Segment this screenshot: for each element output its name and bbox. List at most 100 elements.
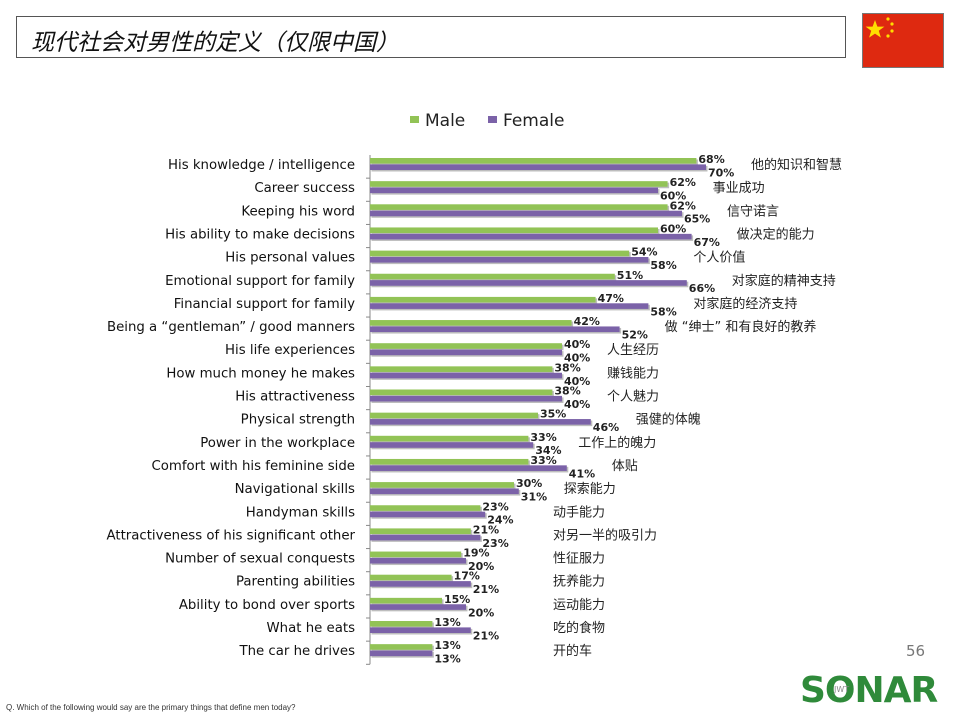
category-label-zh: 探索能力 xyxy=(564,482,616,497)
bar-female xyxy=(370,210,682,217)
bar-male xyxy=(370,597,442,604)
bar-male xyxy=(370,366,553,372)
logo-sub: JWT xyxy=(833,685,849,694)
bar-female xyxy=(370,650,433,657)
bar-male xyxy=(370,644,433,650)
category-label-zh: 人生经历 xyxy=(607,343,659,358)
data-label-female: 24% xyxy=(487,514,513,527)
bar-female xyxy=(370,627,471,633)
category-label-zh: 个人价值 xyxy=(693,250,745,266)
data-label-female: 46% xyxy=(593,421,619,434)
data-label-male: 60% xyxy=(660,222,686,235)
category-label-zh: 他的知识和智慧 xyxy=(751,157,842,173)
category-label-zh: 个人魅力 xyxy=(607,390,659,405)
data-label-male: 17% xyxy=(454,570,480,583)
data-label-female: 40% xyxy=(564,352,590,365)
data-label-male: 62% xyxy=(670,176,696,189)
data-label-male: 38% xyxy=(554,385,580,398)
data-label-male: 13% xyxy=(434,639,460,652)
category-label-zh: 性征服力 xyxy=(553,552,605,567)
data-label-male: 51% xyxy=(617,269,643,282)
category-label-zh: 体贴 xyxy=(612,459,638,474)
bar-male xyxy=(370,505,481,511)
category-label-zh: 做 “绅士” 和有良好的教养 xyxy=(665,319,817,335)
data-label-female: 20% xyxy=(468,560,494,573)
bar-male xyxy=(370,412,538,419)
bar-male xyxy=(370,621,433,627)
data-label-female: 60% xyxy=(660,190,686,203)
data-label-female: 21% xyxy=(473,583,499,596)
footnote: Q. Which of the following would say are … xyxy=(6,703,296,712)
category-label: Keeping his word xyxy=(241,204,355,219)
category-label-zh: 抚养能力 xyxy=(553,574,605,590)
legend-swatch-male xyxy=(410,116,419,123)
data-label-female: 20% xyxy=(468,606,494,619)
data-label-male: 38% xyxy=(554,361,580,374)
data-label-female: 23% xyxy=(482,537,508,550)
page-title: 现代社会对男性的定义（仅限中国） xyxy=(31,30,399,56)
data-label-female: 70% xyxy=(708,166,734,179)
bar-male xyxy=(370,227,658,234)
data-label-female: 58% xyxy=(650,305,676,318)
bar-female xyxy=(370,395,562,402)
data-label-male: 62% xyxy=(670,199,696,212)
category-label-zh: 事业成功 xyxy=(713,181,765,196)
category-label-zh: 开的车 xyxy=(553,643,592,659)
bar-male xyxy=(370,435,529,442)
data-label-female: 31% xyxy=(521,491,547,504)
title-box: 现代社会对男性的定义（仅限中国） xyxy=(16,16,846,58)
data-label-male: 42% xyxy=(574,315,600,328)
category-label-zh: 对家庭的精神支持 xyxy=(732,273,836,289)
bar-male xyxy=(370,320,572,326)
data-label-male: 35% xyxy=(540,408,566,421)
category-label-zh: 强健的体魄 xyxy=(636,412,701,428)
category-label: Comfort with his feminine side xyxy=(151,459,355,474)
bar-female xyxy=(370,557,466,564)
data-label-female: 52% xyxy=(622,328,648,341)
category-label: His life experiences xyxy=(225,343,355,358)
data-label-male: 15% xyxy=(444,593,470,606)
category-label: What he eats xyxy=(267,621,356,636)
bar-female xyxy=(370,326,620,333)
bar-female xyxy=(370,442,534,448)
data-label-female: 40% xyxy=(564,375,590,388)
category-label: The car he drives xyxy=(238,644,355,659)
category-label: His personal values xyxy=(225,251,355,266)
bar-male xyxy=(370,296,596,303)
data-label-male: 19% xyxy=(463,547,489,560)
legend-label-male: Male xyxy=(425,111,465,131)
bar-male xyxy=(370,574,452,581)
category-label: Power in the workplace xyxy=(200,436,355,451)
bar-male xyxy=(370,343,562,349)
category-label: Parenting abilities xyxy=(236,575,355,590)
bar-male xyxy=(370,458,529,465)
category-label: Navigational skills xyxy=(235,482,355,497)
data-label-male: 21% xyxy=(473,523,499,536)
category-label: Attractiveness of his significant other xyxy=(107,528,356,543)
category-label: Physical strength xyxy=(241,413,355,428)
logo-text: SONAR xyxy=(800,670,938,708)
data-label-male: 13% xyxy=(434,616,460,629)
category-label-zh: 对家庭的经济支持 xyxy=(693,296,797,312)
data-label-female: 21% xyxy=(473,629,499,642)
data-label-female: 66% xyxy=(689,282,715,295)
category-label-zh: 对另一半的吸引力 xyxy=(553,527,657,543)
bar-female xyxy=(370,488,519,495)
data-label-female: 67% xyxy=(694,236,720,249)
data-label-female: 65% xyxy=(684,213,710,226)
data-label-female: 34% xyxy=(535,444,561,457)
data-label-male: 68% xyxy=(698,153,724,166)
data-label-male: 47% xyxy=(598,292,624,305)
data-label-female: 41% xyxy=(569,467,595,480)
data-label-male: 23% xyxy=(482,500,508,513)
bar-male xyxy=(370,482,514,488)
category-label: His knowledge / intelligence xyxy=(168,158,355,173)
category-label-zh: 动手能力 xyxy=(553,505,605,520)
bar-female xyxy=(370,465,567,471)
data-label-male: 30% xyxy=(516,477,542,490)
bar-female xyxy=(370,303,649,309)
bar-male xyxy=(370,528,471,534)
legend-swatch-female xyxy=(488,116,497,123)
bar-male xyxy=(370,250,630,257)
